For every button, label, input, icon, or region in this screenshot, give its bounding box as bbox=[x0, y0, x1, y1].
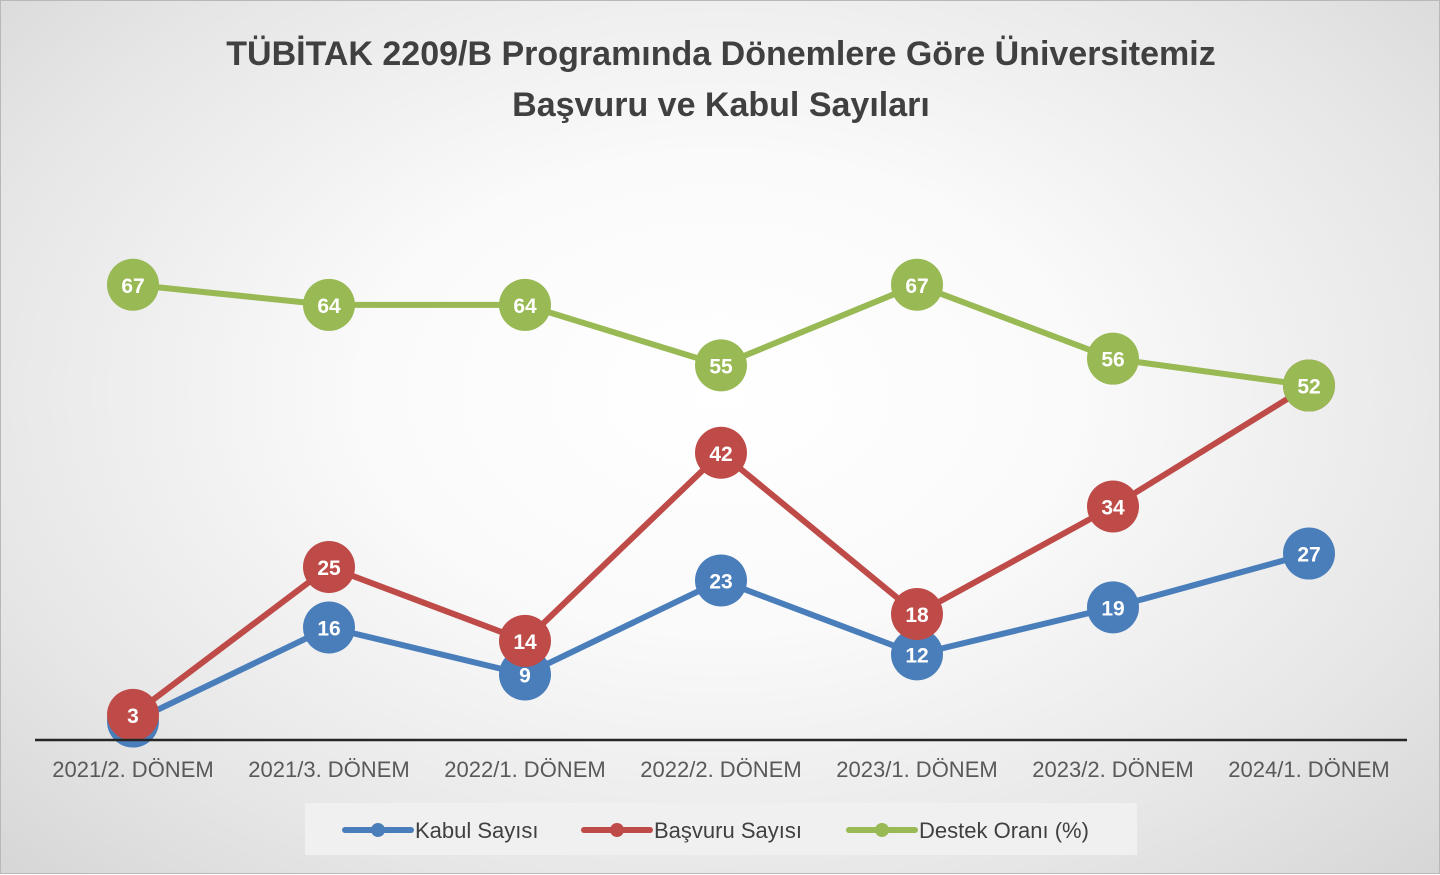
data-label: 9 bbox=[519, 665, 531, 688]
legend-entry: Destek Oranı (%) bbox=[846, 818, 1089, 843]
x-tick-label: 2021/3. DÖNEM bbox=[248, 757, 409, 782]
data-label: 56 bbox=[1101, 349, 1124, 372]
data-label: 12 bbox=[905, 644, 928, 667]
legend-swatch-marker bbox=[371, 823, 385, 837]
data-point bbox=[107, 688, 159, 741]
legend-box bbox=[305, 803, 1137, 855]
data-label: 55 bbox=[709, 355, 733, 378]
data-label: 52 bbox=[1297, 376, 1320, 399]
data-point bbox=[1283, 527, 1335, 580]
series-2: 67 64 64 55 67 56 52 bbox=[107, 258, 1335, 412]
data-label: 64 bbox=[513, 295, 537, 318]
data-label: 19 bbox=[1101, 597, 1124, 620]
data-point bbox=[891, 628, 943, 681]
chart-title-line-1: TÜBİTAK 2209/B Programında Dönemlere Gör… bbox=[226, 35, 1215, 73]
x-tick-label: 2021/2. DÖNEM bbox=[52, 757, 213, 782]
data-label: 14 bbox=[513, 631, 537, 654]
legend-label: Başvuru Sayısı bbox=[654, 818, 802, 843]
data-point bbox=[1087, 332, 1139, 385]
x-tick-label: 2022/1. DÖNEM bbox=[444, 757, 605, 782]
data-point bbox=[107, 258, 159, 311]
data-label: 16 bbox=[317, 617, 340, 640]
legend-label: Destek Oranı (%) bbox=[919, 818, 1089, 843]
data-label: 3 bbox=[127, 705, 139, 728]
legend-entry: Başvuru Sayısı bbox=[581, 818, 802, 843]
data-label: 25 bbox=[317, 557, 341, 580]
data-label: 27 bbox=[1297, 544, 1320, 567]
data-point bbox=[499, 278, 551, 331]
data-label: 18 bbox=[905, 604, 929, 627]
legend-swatch-marker bbox=[875, 823, 889, 837]
data-point bbox=[1087, 480, 1139, 533]
x-tick-label: 2022/2. DÖNEM bbox=[640, 757, 801, 782]
data-label: 64 bbox=[317, 295, 341, 318]
series-0: 216923121927 bbox=[107, 527, 1335, 748]
data-label: 67 bbox=[121, 275, 144, 298]
data-point bbox=[695, 339, 747, 392]
x-tick-label: 2024/1. DÖNEM bbox=[1228, 757, 1389, 782]
legend-swatch-marker bbox=[610, 823, 624, 837]
data-point bbox=[891, 258, 943, 311]
legend-label: Kabul Sayısı bbox=[415, 818, 539, 843]
data-point bbox=[695, 554, 747, 607]
data-point bbox=[499, 614, 551, 667]
data-point bbox=[891, 588, 943, 641]
chart-title-line-2: Başvuru ve Kabul Sayıları bbox=[512, 86, 930, 124]
data-point bbox=[695, 426, 747, 479]
data-point bbox=[303, 541, 355, 593]
data-label: 23 bbox=[709, 570, 732, 593]
data-point bbox=[1087, 581, 1139, 634]
data-label: 34 bbox=[1101, 497, 1125, 520]
data-point bbox=[303, 601, 355, 654]
data-point bbox=[303, 278, 355, 331]
x-tick-label: 2023/2. DÖNEM bbox=[1032, 757, 1193, 782]
x-tick-label: 2023/1. DÖNEM bbox=[836, 757, 997, 782]
data-label: 67 bbox=[905, 275, 928, 298]
legend-entry: Kabul Sayısı bbox=[342, 818, 539, 843]
series-1: 3 25 14 42 18 34 52 bbox=[107, 359, 1335, 741]
data-point bbox=[1283, 359, 1335, 412]
data-label: 42 bbox=[709, 443, 732, 466]
